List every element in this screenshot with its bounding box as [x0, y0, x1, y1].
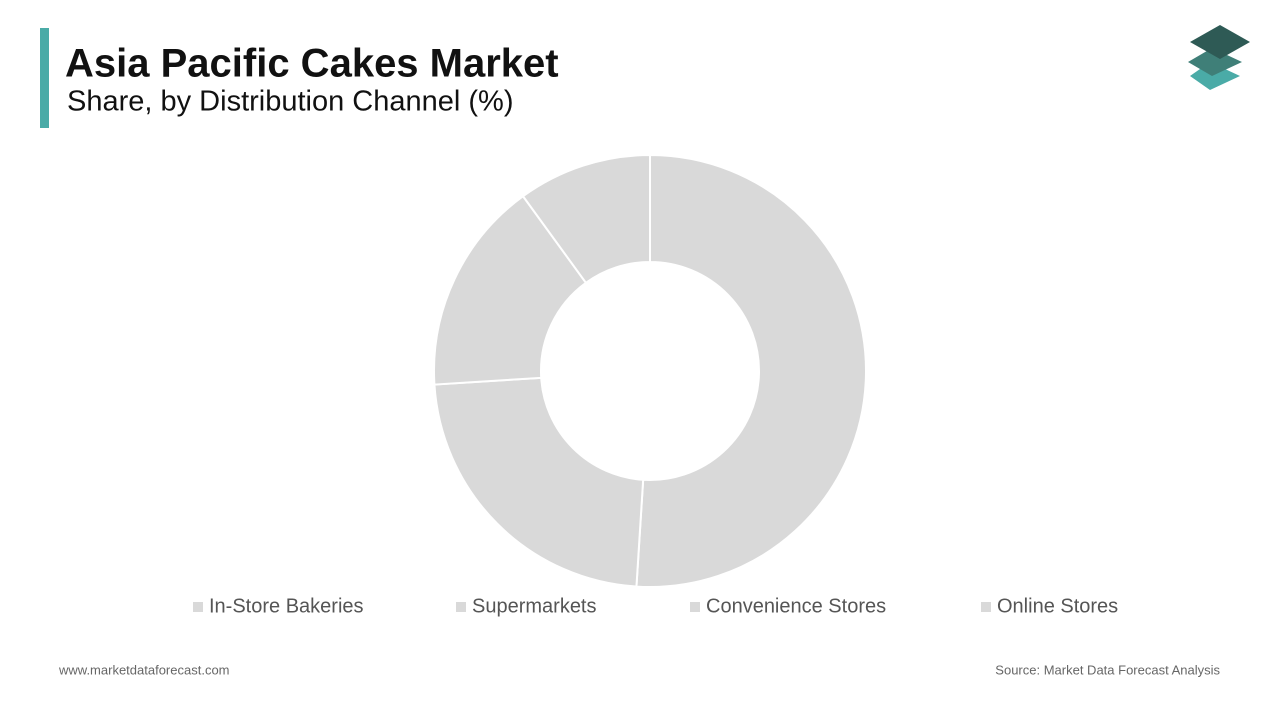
legend-item: Supermarkets [456, 595, 597, 617]
legend-marker [456, 602, 466, 612]
legend-item: In-Store Bakeries [193, 595, 364, 617]
legend-marker [981, 602, 991, 612]
donut-slice [635, 153, 867, 588]
title-accent [40, 28, 49, 128]
chart-title: Asia Pacific Cakes Market [65, 42, 559, 86]
legend-marker [690, 602, 700, 612]
legend-item: Convenience Stores [690, 595, 886, 617]
logo [1188, 25, 1250, 90]
legend-label: Supermarkets [472, 595, 597, 617]
donut [433, 153, 867, 588]
footer-website: www.marketdataforecast.com [58, 662, 230, 677]
legend-label: In-Store Bakeries [209, 595, 364, 617]
legend-marker [193, 602, 203, 612]
legend: In-Store Bakeries Supermarkets Convenience… [193, 595, 1118, 617]
legend-label: Convenience Stores [706, 595, 886, 617]
footer-source: Source: Market Data Forecast Analysis [995, 662, 1220, 677]
logo-layer [1190, 25, 1250, 59]
legend-item: Online Stores [981, 595, 1118, 617]
donut-slice [433, 376, 645, 588]
chart-subtitle: Share, by Distribution Channel (%) [67, 86, 513, 118]
donut-slice [521, 153, 651, 285]
legend-label: Online Stores [997, 595, 1118, 617]
logo-layer [1188, 48, 1242, 76]
donut-slice [433, 194, 588, 386]
